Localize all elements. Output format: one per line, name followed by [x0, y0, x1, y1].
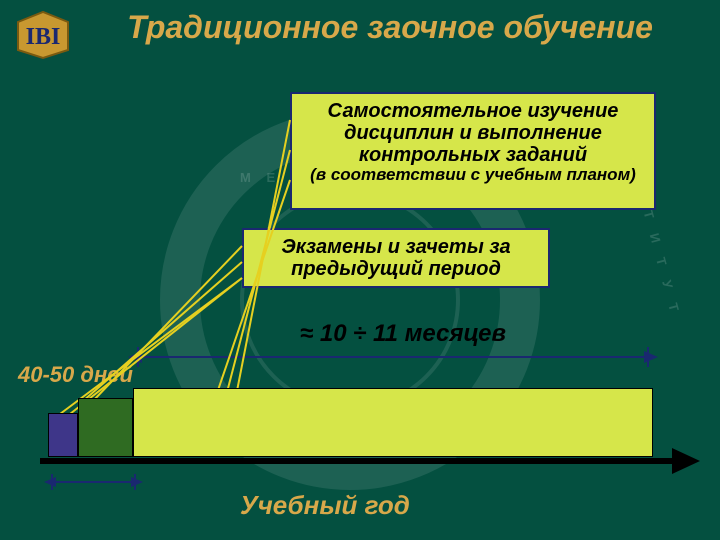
bracket-months	[128, 345, 658, 369]
axis-label: Учебный год	[240, 490, 410, 521]
bracket-days	[42, 472, 145, 496]
svg-text:IBI: IBI	[26, 24, 61, 50]
callout-box-self-study: Самостоятельное изучение дисциплин и вып…	[290, 92, 656, 210]
page-title: Традиционное заочное обучение	[110, 10, 670, 45]
duration-label: ≈ 10 ÷ 11 месяцев	[300, 320, 506, 348]
timeline-bar-1	[48, 413, 78, 457]
days-label: 40-50 дней	[18, 362, 133, 388]
timeline-bar-3	[133, 388, 653, 457]
box1-main-text: Самостоятельное изучение дисциплин и вып…	[302, 100, 644, 166]
logo: IBI	[12, 8, 74, 60]
logo-icon: IBI	[12, 8, 74, 60]
timeline-axis	[40, 458, 676, 464]
timeline-arrow-head	[672, 448, 700, 474]
box2-main-text: Экзамены и зачеты за предыдущий период	[254, 236, 538, 280]
box1-sub-text: (в соответствии с учебным планом)	[302, 166, 644, 185]
timeline-bar-2	[78, 398, 133, 457]
callout-box-exams: Экзамены и зачеты за предыдущий период	[242, 228, 550, 288]
content-layer: IBI Традиционное заочное обучение Самост…	[0, 0, 720, 540]
